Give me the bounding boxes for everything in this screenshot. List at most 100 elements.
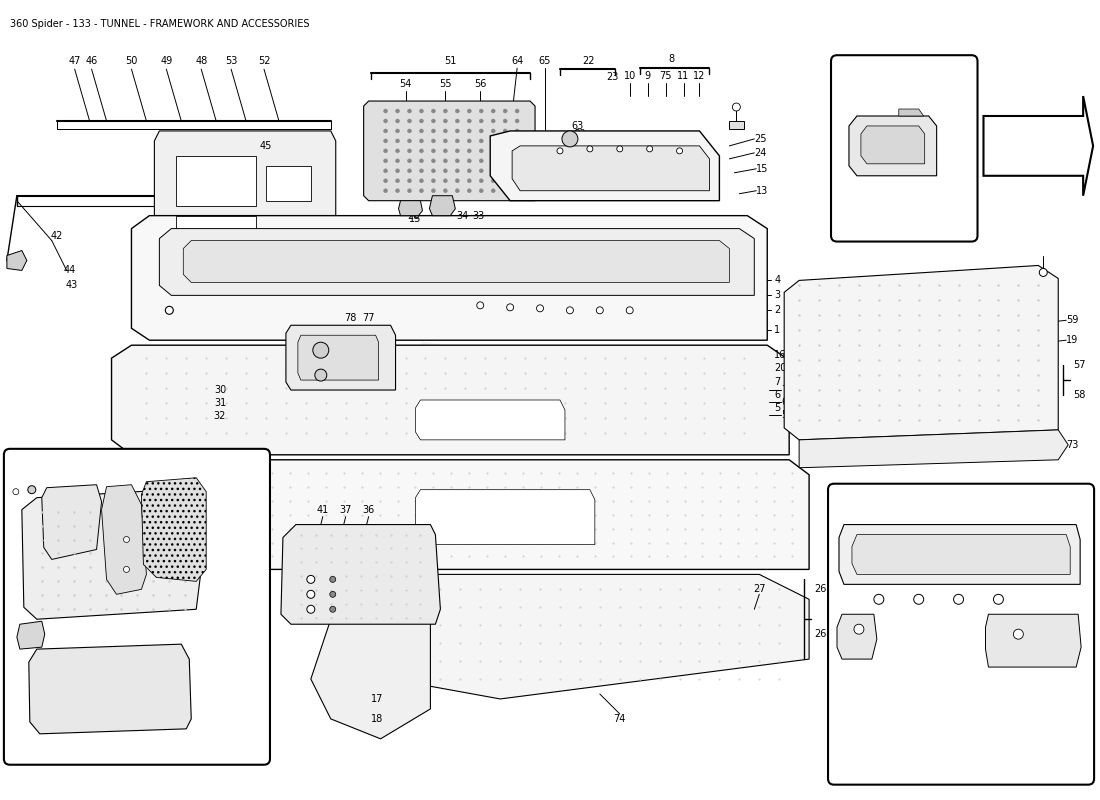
Circle shape <box>537 305 543 312</box>
Circle shape <box>503 149 507 153</box>
Text: F1: F1 <box>943 694 955 704</box>
Circle shape <box>419 129 424 133</box>
Text: 53: 53 <box>224 56 238 66</box>
Circle shape <box>503 109 507 113</box>
Polygon shape <box>851 534 1070 574</box>
Text: 65: 65 <box>539 56 551 66</box>
Circle shape <box>384 178 387 182</box>
Text: Tutores: Tutores <box>405 339 695 461</box>
Text: GD: GD <box>69 454 95 470</box>
Text: 360 Spider - 133 - TUNNEL - FRAMEWORK AND ACCESSORIES: 360 Spider - 133 - TUNNEL - FRAMEWORK AN… <box>10 19 309 30</box>
Circle shape <box>468 119 471 123</box>
Text: 22: 22 <box>889 68 901 78</box>
Text: 27: 27 <box>754 584 766 594</box>
Circle shape <box>315 369 327 381</box>
Text: 67: 67 <box>208 639 221 649</box>
Circle shape <box>480 169 483 173</box>
Text: 23: 23 <box>606 72 619 82</box>
Text: 11: 11 <box>678 71 690 81</box>
Text: 69: 69 <box>96 474 108 485</box>
Polygon shape <box>16 622 45 649</box>
Circle shape <box>407 159 411 163</box>
Circle shape <box>407 178 411 182</box>
Text: 17: 17 <box>371 694 383 704</box>
Text: USA: USA <box>890 219 918 232</box>
Text: 34: 34 <box>456 210 469 221</box>
Circle shape <box>330 591 336 598</box>
Text: 44: 44 <box>64 266 76 275</box>
Text: 78: 78 <box>344 314 356 323</box>
Bar <box>176 156 256 206</box>
Text: 62: 62 <box>1042 666 1055 676</box>
Text: 24: 24 <box>755 148 767 158</box>
Text: 2: 2 <box>905 502 912 513</box>
Polygon shape <box>154 131 336 290</box>
Circle shape <box>566 307 573 314</box>
Circle shape <box>312 342 329 358</box>
Text: 46: 46 <box>86 56 98 66</box>
Polygon shape <box>416 400 565 440</box>
Circle shape <box>384 169 387 173</box>
Text: 22: 22 <box>583 56 595 66</box>
Circle shape <box>13 489 19 494</box>
Circle shape <box>407 139 411 143</box>
Circle shape <box>330 606 336 612</box>
Polygon shape <box>729 121 745 129</box>
Text: 57: 57 <box>1074 360 1086 370</box>
Circle shape <box>480 139 483 143</box>
Text: 23: 23 <box>574 130 585 138</box>
Circle shape <box>515 139 519 143</box>
Circle shape <box>443 159 448 163</box>
Circle shape <box>396 178 399 182</box>
Circle shape <box>455 139 460 143</box>
Circle shape <box>455 159 460 163</box>
Text: 29: 29 <box>434 206 447 216</box>
Circle shape <box>480 129 483 133</box>
Text: 2: 2 <box>774 306 781 315</box>
Text: 26: 26 <box>814 584 826 594</box>
Text: 15: 15 <box>757 164 769 174</box>
Polygon shape <box>160 229 755 295</box>
Text: 9: 9 <box>645 71 651 81</box>
Text: 6: 6 <box>774 390 780 400</box>
Circle shape <box>1040 269 1047 277</box>
Circle shape <box>396 189 399 193</box>
Polygon shape <box>986 614 1081 667</box>
Text: 7: 7 <box>781 385 788 395</box>
Circle shape <box>419 178 424 182</box>
Circle shape <box>431 139 436 143</box>
Text: 13: 13 <box>757 186 769 196</box>
Circle shape <box>492 119 495 123</box>
Text: 25: 25 <box>755 134 767 144</box>
Text: 60: 60 <box>850 664 864 674</box>
Polygon shape <box>861 126 925 164</box>
Circle shape <box>515 178 519 182</box>
Circle shape <box>431 189 436 193</box>
Circle shape <box>515 149 519 153</box>
Text: ·: · <box>228 250 234 270</box>
Circle shape <box>307 590 315 598</box>
Circle shape <box>492 109 495 113</box>
Circle shape <box>873 594 883 604</box>
Polygon shape <box>849 116 937 176</box>
Polygon shape <box>784 266 1058 440</box>
Text: 6: 6 <box>781 397 788 407</box>
Circle shape <box>503 178 507 182</box>
Text: 16: 16 <box>774 350 786 360</box>
Circle shape <box>384 109 387 113</box>
Circle shape <box>28 486 36 494</box>
Text: 43: 43 <box>66 280 78 290</box>
Text: 76: 76 <box>23 659 36 669</box>
Text: 73: 73 <box>1066 440 1079 450</box>
Circle shape <box>617 146 623 152</box>
Polygon shape <box>364 101 535 201</box>
Text: 74: 74 <box>614 714 626 724</box>
Text: 80: 80 <box>141 303 153 314</box>
Text: 1: 1 <box>774 326 780 335</box>
Circle shape <box>431 169 436 173</box>
Circle shape <box>515 159 519 163</box>
Circle shape <box>443 109 448 113</box>
Text: 56: 56 <box>474 79 486 89</box>
Circle shape <box>431 178 436 182</box>
Text: 48: 48 <box>195 56 207 66</box>
